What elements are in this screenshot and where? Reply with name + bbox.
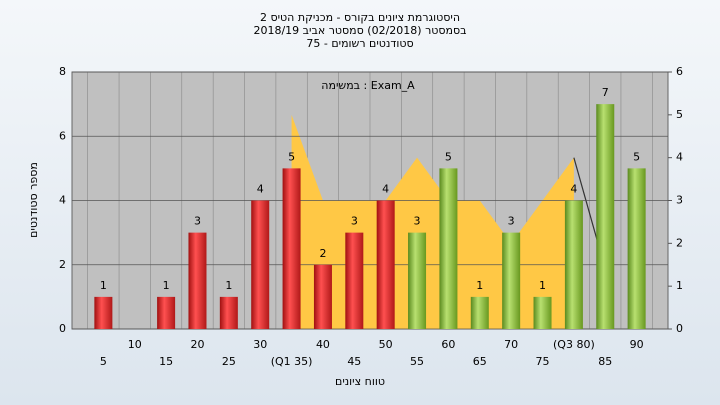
x-tick-label: 25: [222, 355, 236, 368]
data-label: 1: [163, 279, 170, 292]
bar: [251, 200, 270, 329]
bar: [439, 168, 458, 329]
x-tick-label: (Q3 80): [553, 338, 595, 351]
x-axis-label: טווח ציונים: [335, 375, 385, 388]
bar: [470, 296, 489, 329]
y2-tick-label: 3: [676, 194, 683, 207]
y-tick-label: 0: [59, 322, 66, 335]
data-label: 3: [351, 215, 358, 228]
bar: [627, 168, 646, 329]
bar: [157, 296, 176, 329]
y2-tick-label: 0: [676, 322, 683, 335]
bar: [94, 296, 113, 329]
bar: [564, 200, 583, 329]
bar: [408, 232, 427, 329]
data-label: 2: [319, 247, 326, 260]
x-tick-label: 40: [316, 338, 330, 351]
data-label: 1: [539, 279, 546, 292]
y2-tick-label: 1: [676, 279, 683, 292]
data-label: 4: [570, 183, 577, 196]
y2-tick-label: 6: [676, 65, 683, 78]
x-tick-label: 85: [598, 355, 612, 368]
title: היסטוגרמת ציונים בקורס - מכניקת הטיס 2: [260, 11, 460, 24]
bar: [219, 296, 238, 329]
x-tick-label: 15: [159, 355, 173, 368]
x-tick-label: 55: [410, 355, 424, 368]
y-axis-label: מספר סטודנטים: [27, 162, 40, 238]
x-tick-label: 50: [379, 338, 393, 351]
y-tick-label: 6: [59, 129, 66, 142]
data-label: 3: [414, 215, 421, 228]
bar: [502, 232, 521, 329]
bar: [533, 296, 552, 329]
data-label: 4: [257, 183, 264, 196]
data-label: 1: [100, 279, 107, 292]
data-label: 1: [225, 279, 232, 292]
data-label: 5: [633, 150, 640, 163]
subtitle: בסמסטר (02/2018) סמסטר אביב 2018/19: [253, 24, 466, 37]
x-tick-label: 60: [441, 338, 455, 351]
annotation: במשימה : Exam_A: [321, 79, 415, 92]
data-label: 4: [382, 183, 389, 196]
y-tick-label: 4: [59, 194, 66, 207]
y2-tick-label: 2: [676, 236, 683, 249]
bar: [313, 264, 332, 329]
y2-tick-label: 5: [676, 108, 683, 121]
x-tick-label: 20: [190, 338, 204, 351]
data-label: 1: [476, 279, 483, 292]
data-label: 3: [194, 215, 201, 228]
bar: [188, 232, 207, 329]
x-tick-label: 10: [128, 338, 142, 351]
y2-tick-label: 4: [676, 151, 683, 164]
x-tick-label: 65: [473, 355, 487, 368]
bar: [596, 104, 615, 329]
data-label: 5: [288, 150, 295, 163]
bar: [376, 200, 395, 329]
x-tick-label: 75: [536, 355, 550, 368]
x-tick-label: 30: [253, 338, 267, 351]
x-tick-label: 70: [504, 338, 518, 351]
data-label: 5: [445, 150, 452, 163]
x-tick-label: 90: [630, 338, 644, 351]
bar: [282, 168, 301, 329]
x-tick-label: 45: [347, 355, 361, 368]
bar: [345, 232, 364, 329]
x-tick-label: (Q1 35): [271, 355, 313, 368]
subtitle: סטודנטים רשומים - 75: [306, 37, 413, 50]
y-tick-label: 8: [59, 65, 66, 78]
x-tick-label: 5: [100, 355, 107, 368]
data-label: 3: [508, 215, 515, 228]
data-label: 7: [602, 86, 609, 99]
y-tick-label: 2: [59, 258, 66, 271]
